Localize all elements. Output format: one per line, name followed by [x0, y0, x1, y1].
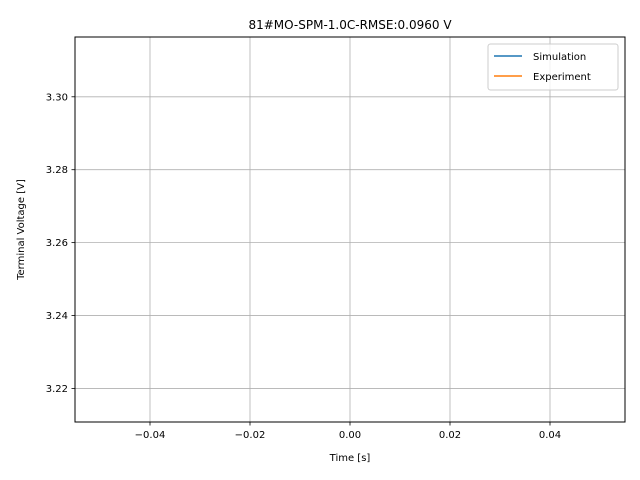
legend-box	[487, 43, 619, 91]
y-tick-label: 3.26	[46, 238, 68, 249]
x-tick-label: −0.02	[235, 430, 266, 441]
y-axis: 3.22 3.24 3.26 3.28 3.30	[46, 92, 75, 395]
grid	[75, 37, 625, 422]
y-tick-label: 3.22	[46, 384, 68, 395]
x-tick-label: 0.00	[339, 430, 361, 441]
legend-label: Simulation	[533, 52, 586, 63]
x-tick-label: 0.04	[539, 430, 561, 441]
y-tick-label: 3.28	[46, 165, 68, 176]
y-axis-label: Terminal Voltage [V]	[16, 179, 27, 281]
chart-title: 81#MO-SPM-1.0C-RMSE:0.0960 V	[248, 18, 452, 32]
legend: Simulation Experiment	[487, 43, 619, 91]
x-axis-label: Time [s]	[329, 453, 371, 464]
y-tick-label: 3.30	[46, 92, 68, 103]
x-tick-label: −0.04	[135, 430, 166, 441]
legend-label: Experiment	[533, 72, 591, 83]
x-tick-label: 0.02	[439, 430, 461, 441]
x-axis: −0.04 −0.02 0.00 0.02 0.04	[135, 422, 561, 441]
y-tick-label: 3.24	[46, 311, 68, 322]
